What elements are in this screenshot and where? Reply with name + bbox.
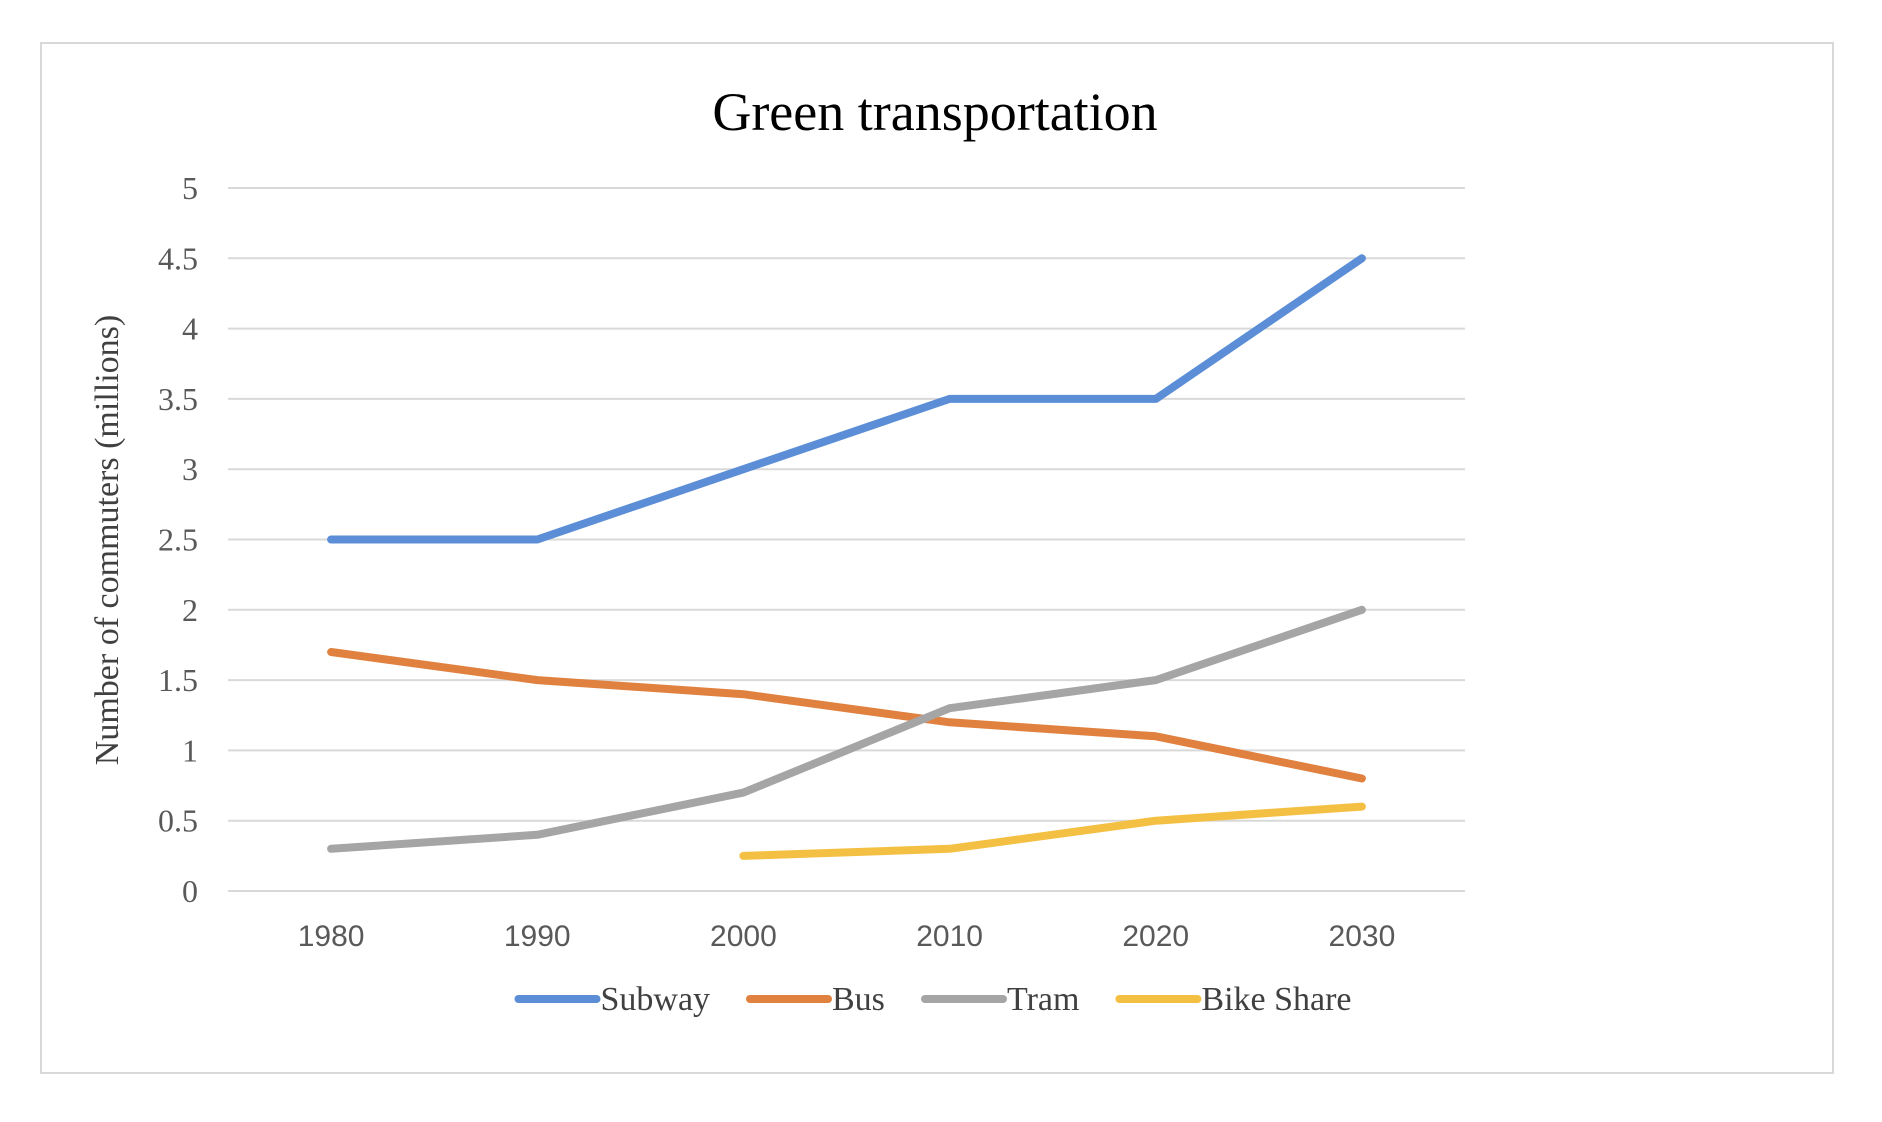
- x-axis-ticks: 1980 1990 2000 2010 2020 2030: [298, 920, 1396, 953]
- series-line-bike-share: [739, 802, 1366, 860]
- x-tick-label: 2000: [710, 920, 777, 953]
- chart-frame: Green transportation Number of commuters…: [40, 42, 1834, 1074]
- y-tick-label: 0.5: [158, 803, 198, 839]
- x-tick-label: 2030: [1329, 920, 1396, 953]
- y-tick-label: 5: [182, 170, 198, 206]
- legend-label: Tram: [1007, 981, 1079, 1018]
- series-line-tram: [327, 605, 1366, 853]
- y-axis-ticks: 0 0.5 1 1.5 2 2.5 3 3.5 4 4.5 5: [158, 170, 198, 909]
- legend-item: Bus: [746, 981, 885, 1018]
- y-axis-title: Number of commuters (millions): [89, 315, 126, 765]
- legend-label: Bus: [832, 981, 885, 1018]
- series-lines: [327, 254, 1366, 860]
- y-tick-label: 2: [182, 592, 198, 628]
- x-tick-label: 1990: [504, 920, 571, 953]
- y-tick-label: 1: [182, 732, 198, 768]
- series-line-subway: [327, 254, 1366, 544]
- y-tick-label: 3.5: [158, 381, 198, 417]
- y-tick-label: 2.5: [158, 522, 198, 558]
- y-tick-label: 4: [182, 311, 198, 347]
- x-tick-label: 2020: [1122, 920, 1189, 953]
- legend: Subway Bus Tram Bike Share: [514, 981, 1352, 1018]
- y-tick-label: 4.5: [158, 240, 198, 276]
- series-line-bus: [327, 648, 1366, 783]
- y-tick-label: 1.5: [158, 662, 198, 698]
- line-chart: Green transportation Number of commuters…: [89, 82, 1465, 1018]
- y-tick-label: 3: [182, 451, 198, 487]
- x-tick-label: 1980: [298, 920, 365, 953]
- x-tick-label: 2010: [916, 920, 983, 953]
- legend-label: Subway: [601, 981, 711, 1018]
- legend-item: Subway: [514, 981, 711, 1018]
- legend-item: Bike Share: [1115, 981, 1352, 1018]
- chart-title: Green transportation: [712, 82, 1157, 142]
- legend-item: Tram: [921, 981, 1079, 1018]
- y-tick-label: 0: [182, 873, 198, 909]
- legend-label: Bike Share: [1201, 981, 1351, 1018]
